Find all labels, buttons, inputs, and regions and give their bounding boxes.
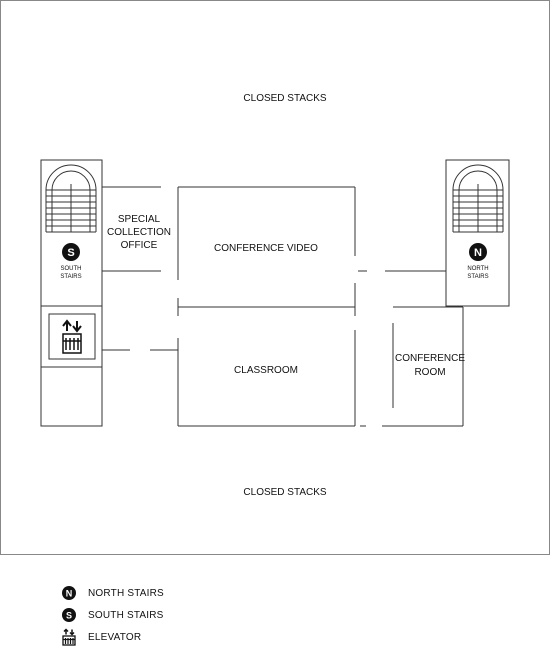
classroom-label[interactable]: CLASSROOM: [234, 365, 298, 376]
legend-label-south-stairs: SOUTH STAIRS: [88, 609, 164, 621]
svg-text:N: N: [66, 589, 73, 599]
south-stairs-label-2: STAIRS: [60, 274, 81, 280]
conference-room-label-1: CONFERENCE: [395, 353, 465, 364]
north-stairs-tower: [445, 159, 510, 307]
south-stairs-marker[interactable]: S SOUTH STAIRS: [60, 243, 82, 280]
north-stairs-label-1: NORTH: [467, 266, 488, 272]
north-stairs-icon: [469, 243, 487, 261]
north-stairs-marker[interactable]: N NORTH STAIRS: [467, 243, 489, 280]
floor-plan-map: S SOUTH STAIRS N NORTH STAIRS CLOSED STA…: [0, 0, 550, 555]
conference-room-label-2: ROOM: [414, 367, 445, 378]
north-staircase: [452, 164, 504, 233]
south-stairs-letter: S: [67, 247, 74, 259]
special-collection-label-2: COLLECTION: [107, 227, 171, 238]
map-legend: N NORTH STAIRS S SOUTH STAIRS ELEV: [60, 582, 164, 648]
north-stairs-icon: N: [62, 586, 76, 600]
conference-room[interactable]: CONFERENCE ROOM: [395, 353, 465, 378]
legend-item-north-stairs: N NORTH STAIRS: [60, 582, 164, 604]
legend-label-elevator: ELEVATOR: [88, 631, 142, 643]
legend-item-south-stairs: S SOUTH STAIRS: [60, 604, 164, 626]
special-collection-label-1: SPECIAL: [118, 214, 161, 225]
closed-stacks-top-label: CLOSED STACKS: [243, 93, 326, 104]
elevator-icon: [62, 319, 82, 354]
south-stairs-icon: S: [62, 608, 76, 622]
elevator-icon: [62, 628, 76, 646]
closed-stacks-bottom-label: CLOSED STACKS: [243, 487, 326, 498]
south-staircase: [45, 164, 97, 233]
legend-item-elevator: ELEVATOR: [60, 626, 164, 648]
special-collection-office[interactable]: SPECIAL COLLECTION OFFICE: [107, 214, 171, 251]
north-stairs-letter: N: [474, 247, 482, 259]
conference-video-label[interactable]: CONFERENCE VIDEO: [214, 243, 318, 254]
south-stairs-tower: [40, 159, 103, 427]
north-stairs-label-2: STAIRS: [467, 274, 488, 280]
south-stairs-label-1: SOUTH: [61, 266, 82, 272]
svg-text:S: S: [66, 611, 72, 621]
south-stairs-icon: [62, 243, 80, 261]
legend-label-north-stairs: NORTH STAIRS: [88, 587, 164, 599]
special-collection-label-3: OFFICE: [121, 240, 158, 251]
floor-outline: [0, 0, 550, 555]
elevator-marker[interactable]: [48, 313, 96, 360]
